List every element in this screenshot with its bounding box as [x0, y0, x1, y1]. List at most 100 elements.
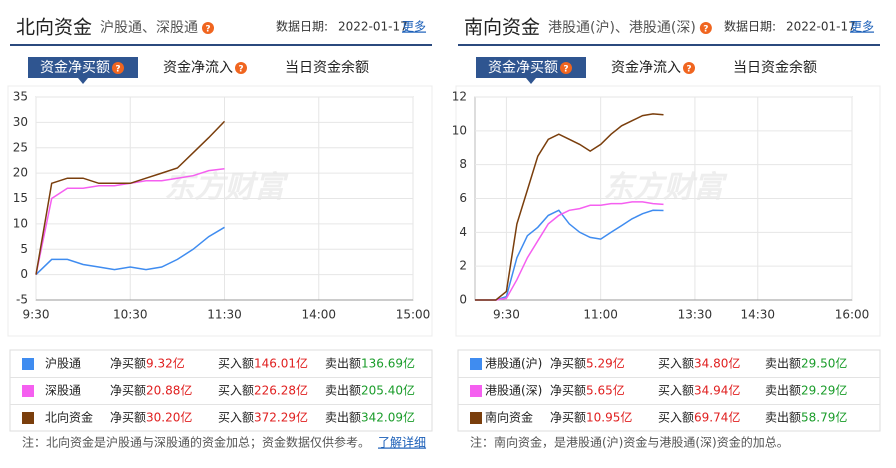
date-label: 数据日期:	[276, 19, 328, 34]
cell-label: 净买额	[550, 384, 586, 398]
cell-label: 买入额	[658, 411, 694, 425]
table-frame	[9, 349, 433, 432]
tab-pointer	[526, 78, 536, 84]
tab[interactable]: 资金净流入	[611, 60, 681, 76]
tab-pointer	[78, 78, 88, 84]
legend-swatch	[470, 358, 482, 370]
cell-label: 买入额	[218, 411, 254, 425]
date-label: 数据日期:	[724, 19, 776, 34]
active-tab[interactable]	[28, 57, 138, 78]
x-tick-label: 9:30	[23, 308, 50, 322]
cell-label: 净买额	[550, 357, 586, 371]
cell-value: 136.69亿	[361, 356, 415, 371]
legend-swatch	[22, 358, 34, 370]
cell-value: 69.74亿	[694, 410, 740, 425]
y-tick-label: 6	[459, 191, 467, 205]
y-tick-label: 10	[452, 123, 467, 137]
help-icon-glyph: ?	[703, 25, 708, 35]
y-tick-label: 8	[459, 157, 467, 171]
cell-label: 买入额	[658, 357, 694, 371]
x-tick-label: 11:00	[583, 308, 618, 322]
y-tick-label: 12	[452, 90, 467, 104]
note-link[interactable]: 了解详细	[378, 435, 426, 450]
tab[interactable]: 资金净买额	[40, 60, 110, 76]
date: 2022-01-17	[338, 20, 408, 34]
cell-value: 29.29亿	[801, 383, 847, 398]
tab[interactable]: 资金净流入	[163, 60, 233, 76]
cell-label: 买入额	[658, 384, 694, 398]
x-tick-label: 11:30	[207, 308, 242, 322]
x-tick-label: 14:30	[740, 308, 775, 322]
x-tick-label: 15:00	[396, 308, 431, 322]
cell-label: 卖出额	[765, 384, 801, 398]
active-tab[interactable]	[476, 57, 586, 78]
series-line	[475, 201, 664, 301]
legend-swatch	[470, 385, 482, 397]
help-icon	[235, 62, 247, 74]
row-name: 南向资金	[485, 410, 533, 425]
help-icon-glyph: ?	[115, 65, 120, 75]
panel-title: 北向资金	[16, 17, 92, 39]
y-tick-label: -5	[16, 293, 28, 307]
cell-value: 58.79亿	[801, 410, 847, 425]
help-icon	[202, 22, 214, 34]
cell-label: 卖出额	[325, 411, 361, 425]
y-tick-label: 2	[459, 259, 467, 273]
help-icon	[683, 62, 695, 74]
legend-swatch	[22, 412, 34, 424]
y-tick-label: 35	[13, 90, 28, 104]
help-icon-glyph: ?	[563, 65, 568, 75]
cell-value: 29.50亿	[801, 356, 847, 371]
help-icon	[112, 62, 124, 74]
row-name: 北向资金	[45, 410, 93, 425]
x-tick-label: 10:30	[113, 308, 148, 322]
y-tick-label: 0	[20, 267, 28, 281]
more-link[interactable]: 更多	[402, 20, 426, 34]
row-name: 港股通(深)	[485, 384, 542, 398]
y-tick-label: 20	[13, 166, 28, 180]
row-name: 深股通	[45, 384, 81, 398]
help-icon	[560, 62, 572, 74]
cell-label: 净买额	[110, 384, 146, 398]
row-name: 沪股通	[45, 357, 81, 371]
tab[interactable]: 当日资金余额	[733, 59, 817, 76]
help-icon-glyph: ?	[238, 65, 243, 75]
tab[interactable]: 资金净买额	[488, 60, 558, 76]
y-tick-label: 5	[20, 242, 28, 256]
x-tick-label: 9:30	[493, 308, 520, 322]
cell-value: 146.01亿	[254, 356, 308, 371]
y-tick-label: 25	[13, 140, 28, 154]
help-icon-glyph: ?	[205, 25, 210, 35]
y-tick-label: 0	[459, 293, 467, 307]
y-tick-label: 15	[13, 191, 28, 205]
legend-swatch	[22, 385, 34, 397]
cell-value: 30.20亿	[146, 410, 192, 425]
watermark: 东方财富	[165, 170, 289, 205]
note: 注：南向资金，是港股通(沪)资金与港股通(深)资金的加总。	[470, 435, 789, 450]
row-name: 港股通(沪)	[485, 357, 542, 371]
cell-value: 10.95亿	[586, 410, 632, 425]
cell-value: 205.40亿	[361, 383, 415, 398]
cell-value: 34.80亿	[694, 356, 740, 371]
chart-frame	[455, 85, 881, 337]
cell-value: 9.32亿	[146, 356, 185, 371]
cell-value: 5.65亿	[586, 383, 625, 398]
cell-value: 34.94亿	[694, 383, 740, 398]
table-frame	[457, 349, 881, 432]
y-tick-label: 4	[459, 225, 467, 239]
series-line	[475, 113, 664, 301]
cell-value: 20.88亿	[146, 383, 192, 398]
watermark: 东方财富	[604, 170, 728, 205]
help-icon-glyph: ?	[686, 65, 691, 75]
cell-label: 卖出额	[765, 411, 801, 425]
more-link[interactable]: 更多	[850, 20, 874, 34]
x-tick-label: 13:30	[678, 308, 713, 322]
cell-value: 226.28亿	[254, 383, 308, 398]
x-tick-label: 14:00	[301, 308, 336, 322]
cell-label: 买入额	[218, 384, 254, 398]
header-rule	[458, 44, 880, 46]
cell-label: 卖出额	[325, 384, 361, 398]
help-icon	[699, 22, 712, 34]
tab[interactable]: 当日资金余额	[285, 59, 369, 76]
chart-frame	[7, 85, 433, 337]
